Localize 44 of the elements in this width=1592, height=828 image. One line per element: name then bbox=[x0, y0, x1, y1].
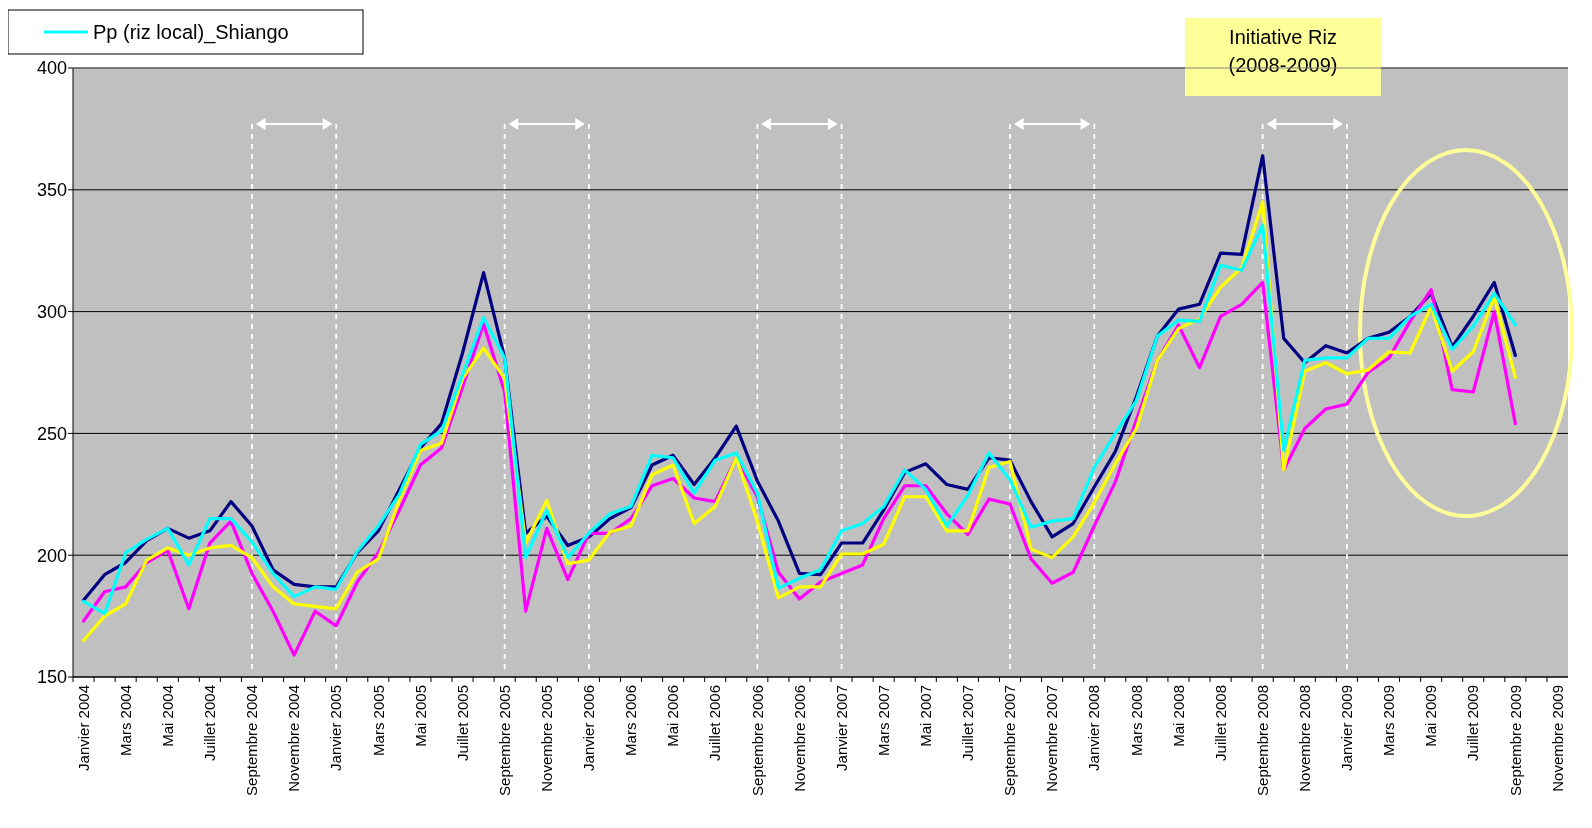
x-tick-label: Mars 2004 bbox=[116, 685, 134, 756]
x-tick-label: Juillet 2008 bbox=[1211, 685, 1229, 761]
x-tick-label: Novembre 2008 bbox=[1296, 685, 1314, 792]
y-tick-label: 350 bbox=[36, 180, 67, 201]
y-tick-label: 250 bbox=[36, 423, 67, 444]
y-tick-label: 200 bbox=[36, 545, 67, 566]
legend-label: Pp (riz local)_Shiango bbox=[93, 21, 289, 44]
x-tick-label: Septembre 2007 bbox=[1001, 685, 1019, 796]
x-tick-label: Novembre 2006 bbox=[790, 685, 808, 792]
x-tick-label: Mars 2008 bbox=[1127, 685, 1145, 756]
x-tick-label: Septembre 2009 bbox=[1506, 685, 1524, 796]
x-tick-label: Novembre 2004 bbox=[285, 685, 303, 792]
x-tick-label: Septembre 2005 bbox=[495, 685, 513, 796]
x-tick-label: Mai 2005 bbox=[411, 685, 429, 747]
y-tick-label: 400 bbox=[36, 58, 67, 79]
x-tick-label: Mars 2007 bbox=[874, 685, 892, 756]
x-tick-label: Novembre 2007 bbox=[1043, 685, 1061, 792]
x-tick-label: Mai 2004 bbox=[159, 685, 176, 747]
x-tick-label: Mars 2006 bbox=[622, 685, 640, 756]
x-tick-label: Janvier 2004 bbox=[74, 685, 92, 771]
x-tick-label: Mars 2009 bbox=[1380, 685, 1398, 756]
x-tick-label: Janvier 2006 bbox=[580, 685, 598, 771]
x-tick-label: Mai 2006 bbox=[664, 685, 682, 747]
x-tick-label: Juillet 2004 bbox=[201, 685, 219, 761]
x-tick-label: Mai 2008 bbox=[1169, 685, 1187, 747]
x-tick-label: Janvier 2007 bbox=[832, 685, 850, 771]
x-tick-label: Janvier 2008 bbox=[1085, 685, 1103, 771]
x-tick-label: Septembre 2008 bbox=[1253, 685, 1271, 796]
x-tick-label: Septembre 2004 bbox=[243, 685, 261, 796]
x-tick-label: Mai 2007 bbox=[917, 685, 935, 747]
x-tick-label: Mai 2009 bbox=[1422, 685, 1440, 747]
x-tick-label: Juillet 2009 bbox=[1464, 685, 1482, 761]
x-tick-label: Juillet 2005 bbox=[453, 685, 471, 761]
x-tick-label: Mars 2005 bbox=[369, 685, 387, 756]
x-tick-label: Janvier 2009 bbox=[1338, 685, 1356, 771]
x-tick-label: Septembre 2006 bbox=[748, 685, 766, 796]
x-tick-label: Juillet 2007 bbox=[959, 685, 977, 761]
x-tick-label: Janvier 2005 bbox=[327, 685, 345, 771]
x-tick-label: Novembre 2005 bbox=[538, 685, 556, 792]
x-tick-label: Novembre 2009 bbox=[1548, 685, 1566, 792]
y-tick-label: 150 bbox=[36, 667, 67, 688]
annotation: Initiative Riz (2008-2009) bbox=[1228, 26, 1338, 76]
y-tick-label: 300 bbox=[36, 301, 67, 322]
x-tick-label: Juillet 2006 bbox=[706, 685, 724, 761]
